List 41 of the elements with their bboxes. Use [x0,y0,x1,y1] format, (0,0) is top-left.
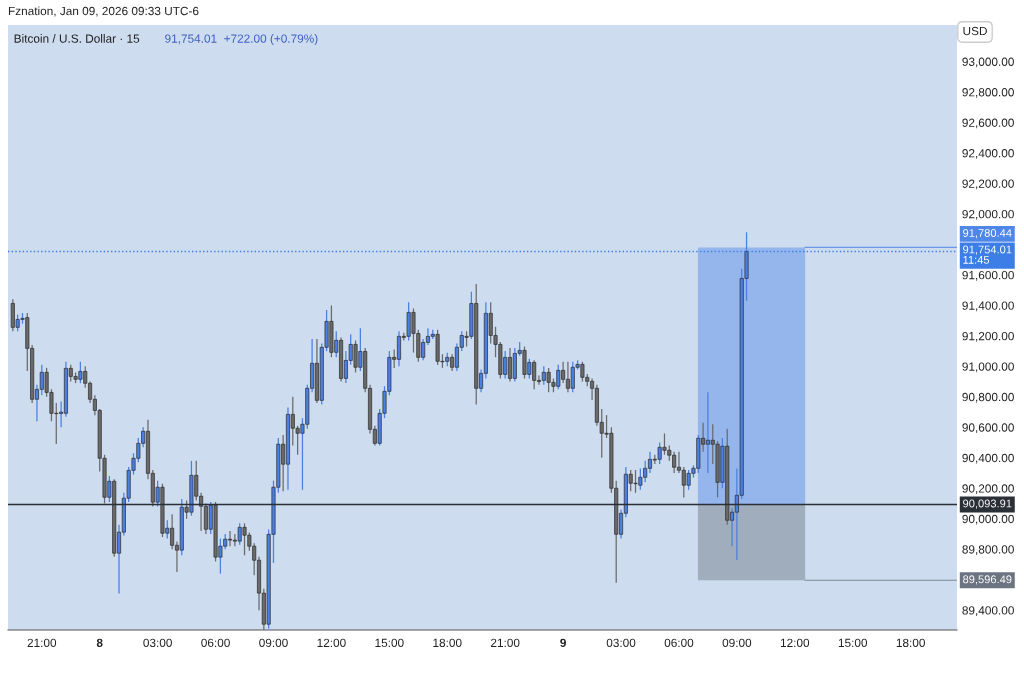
y-tick-label: 91,200.00 [962,331,1014,342]
x-tick-label: 21:00 [491,638,520,647]
y-tick-label: 90,200.00 [962,484,1014,495]
band-label: 91,780.44 [963,229,1012,239]
y-tick-label: 92,000.00 [962,210,1014,220]
x-tick-label: 09:00 [259,638,288,647]
y-tick-label: 90,600.00 [962,423,1014,434]
y-tick-label: 89,800.00 [962,545,1014,556]
x-tick-label: 12:00 [780,638,810,647]
x-tick-label: 18:00 [433,638,462,647]
y-tick-label: 90,400.00 [962,453,1014,464]
ref-line-label: 91,754.01 11:45 [963,245,1012,264]
x-tick-label: 21:00 [27,638,57,647]
y-tick-label: 90,800.00 [962,392,1014,403]
y-tick-label: 92,400.00 [962,149,1014,159]
ref-line-label: 90,093.91 [963,499,1012,509]
y-tick-label: 89,400.00 [962,606,1014,616]
x-tick-label: 06:00 [201,638,230,647]
y-tick-label: 91,600.00 [962,270,1014,281]
x-tick-label: 15:00 [838,638,868,647]
x-tick-label: 15:00 [375,638,404,647]
x-tick-label: 09:00 [722,638,752,647]
x-tick-label: 8 [96,638,103,647]
y-tick-label: 90,000.00 [962,514,1014,525]
band-label: 89,596.49 [963,575,1012,585]
text: Fznation, Jan 09, 2026 09:33 UTC-6 [8,6,199,17]
y-tick-label: 92,600.00 [962,118,1014,129]
y-tick-label: 91,000.00 [962,362,1014,373]
x-tick-label: 03:00 [606,638,636,647]
y-tick-label: 92,200.00 [962,179,1014,190]
x-tick-label: 06:00 [664,638,694,647]
y-tick-label: 91,400.00 [962,301,1014,312]
text: Bitcoin / U.S. Dollar · 15 [14,34,140,43]
x-tick-label: 03:00 [143,638,172,647]
x-tick-label: 12:00 [317,638,346,647]
x-tick-label: 18:00 [896,638,925,647]
text: USD [963,26,987,36]
text: 91,754.01 +722.00 (+0.79%) [165,34,318,46]
x-tick-label: 9 [560,638,566,647]
y-tick-label: 92,800.00 [962,88,1014,98]
y-tick-label: 93,000.00 [962,57,1014,68]
